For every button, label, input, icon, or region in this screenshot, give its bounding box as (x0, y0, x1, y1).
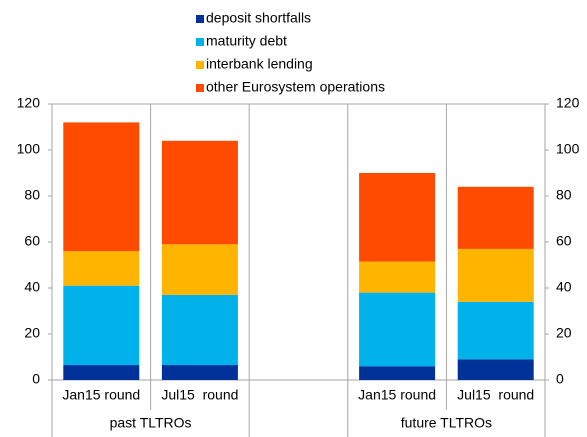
y-tick-label: 120 (17, 95, 41, 111)
bar-segment (63, 285, 140, 366)
y-tick-label: 0 (32, 371, 40, 387)
group-label: past TLTROs (110, 415, 192, 431)
legend-swatch (196, 15, 204, 23)
bar-segment (63, 122, 140, 252)
y2-tick-label: 0 (556, 371, 564, 387)
legend-swatch (196, 38, 204, 46)
legend-label: maturity debt (206, 33, 287, 49)
y-tick-label: 80 (24, 187, 40, 203)
y2-tick-label: 40 (556, 279, 572, 295)
x-tick-label: Jan15 round (358, 387, 436, 403)
bar-segment (457, 186, 534, 249)
legend-label: deposit shortfalls (206, 10, 311, 26)
bar-segment (63, 365, 140, 380)
legend-swatch (196, 61, 204, 69)
y2-tick-label: 20 (556, 325, 572, 341)
bar-segment (359, 261, 436, 293)
bar-segment (161, 365, 238, 380)
group-label: future TLTROs (401, 415, 492, 431)
bar-segment (359, 366, 436, 380)
legend-swatch (196, 84, 204, 92)
y2-tick-label: 120 (556, 95, 580, 111)
bar-segment (359, 173, 436, 262)
x-tick-label: Jul15 round (457, 387, 534, 403)
y2-tick-label: 100 (556, 141, 580, 157)
y-tick-label: 100 (17, 141, 41, 157)
y-tick-label: 40 (24, 279, 40, 295)
bar-segment (63, 251, 140, 286)
legend-label: interbank lending (206, 56, 313, 72)
bar-segment (161, 244, 238, 295)
y-tick-label: 60 (24, 233, 40, 249)
bar-segment (161, 294, 238, 366)
y-tick-label: 20 (24, 325, 40, 341)
bar-segment (457, 359, 534, 380)
y2-tick-label: 60 (556, 233, 572, 249)
bar-segment (457, 248, 534, 302)
x-tick-label: Jul15 round (161, 387, 238, 403)
bar-segment (457, 301, 534, 360)
bar-segment (161, 140, 238, 245)
legend-label: other Eurosystem operations (206, 79, 385, 95)
bar-segment (359, 292, 436, 367)
y2-tick-label: 80 (556, 187, 572, 203)
x-tick-label: Jan15 round (62, 387, 140, 403)
